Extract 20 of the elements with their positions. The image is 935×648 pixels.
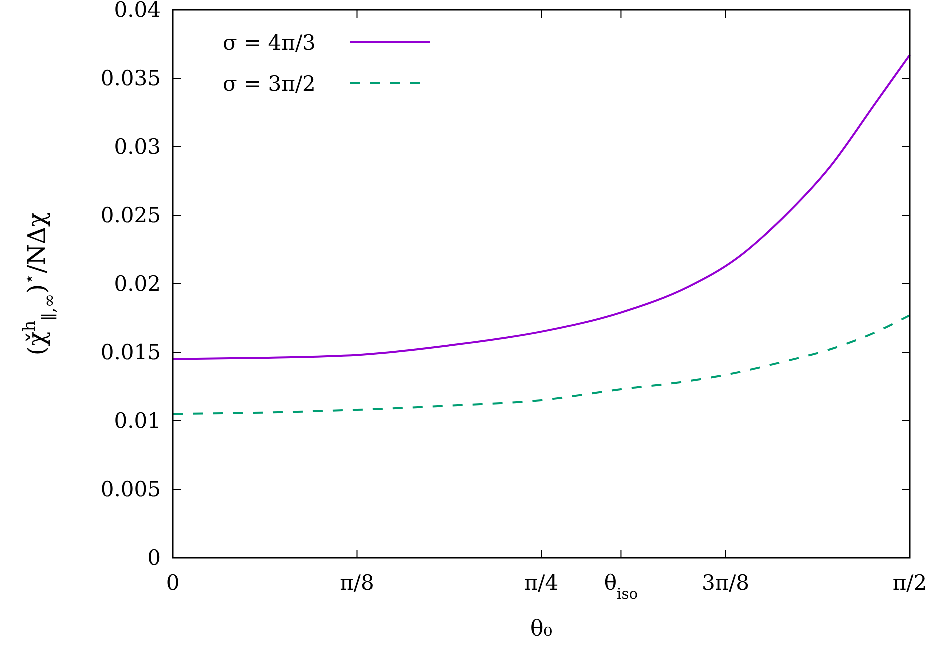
y-tick-label: 0 — [148, 546, 161, 570]
legend-label: σ = 4π/3 — [223, 31, 316, 55]
x-tick-label: π/4 — [524, 571, 559, 595]
y-tick-label: 0.015 — [100, 340, 161, 364]
y-tick-label: 0.025 — [100, 204, 161, 228]
y-tick-label: 0.02 — [114, 272, 161, 296]
y-tick-label: 0.01 — [114, 409, 161, 433]
y-tick-label: 0.04 — [114, 0, 161, 22]
line-series — [172, 54, 911, 360]
y-tick-label: 0.035 — [100, 66, 161, 90]
x-axis-title: θ₀ — [530, 617, 553, 642]
x-tick-label: π/2 — [892, 571, 928, 595]
y-tick-label: 0.03 — [114, 135, 161, 159]
x-tick-label: θ$_{iso}$ — [604, 571, 638, 602]
x-tick-label: 3π/8 — [702, 571, 750, 595]
x-tick-label: 0 — [166, 571, 180, 595]
legend-label: σ = 3π/2 — [223, 72, 316, 96]
x-tick-label: π/8 — [340, 571, 374, 595]
y-tick-label: 0.005 — [100, 478, 161, 502]
line-series — [172, 314, 911, 416]
